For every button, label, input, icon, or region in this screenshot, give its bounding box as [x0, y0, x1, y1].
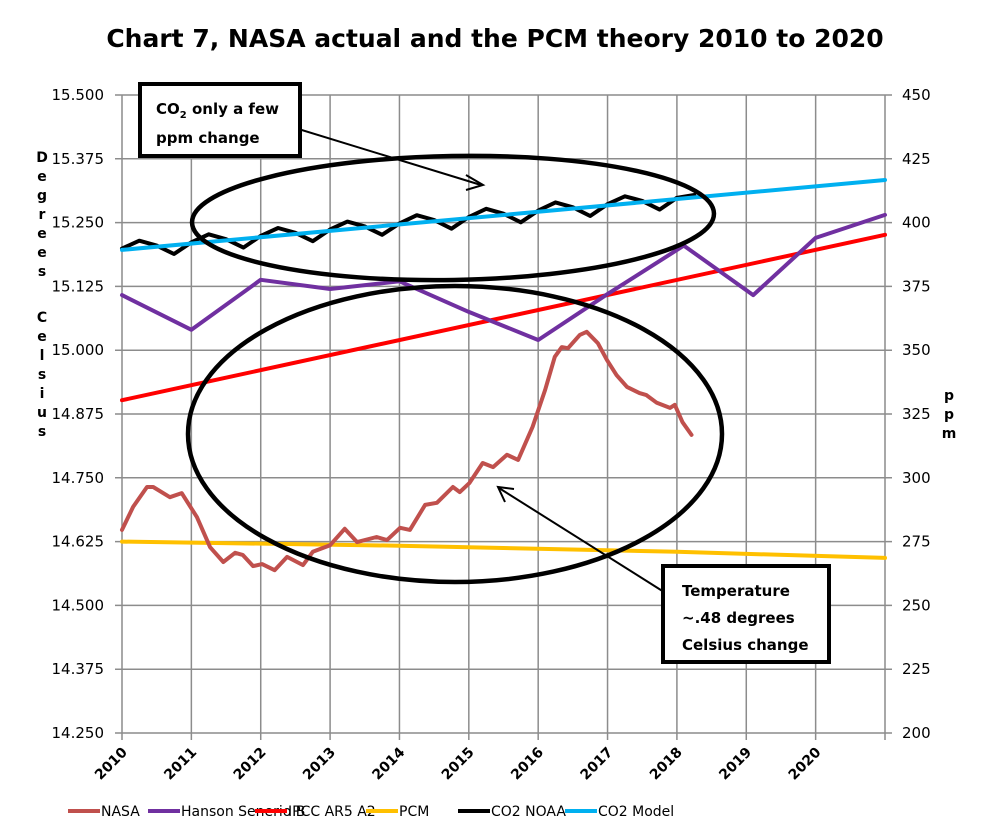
y-tick-label-right: 325 [902, 405, 931, 423]
y-axis-label-letter: e [37, 329, 47, 345]
co2-arrow [291, 126, 482, 186]
temperature-note-line3: Celsius change [682, 636, 809, 654]
y-axis-label-letter: g [37, 188, 47, 204]
legend-label: PCM [399, 804, 429, 820]
y-tick-label-right: 450 [902, 86, 931, 104]
legend-label: CO2 Model [598, 804, 674, 820]
x-tick-label: 2020 [786, 744, 825, 783]
x-tick-label: 2012 [231, 745, 270, 784]
x-tick-label: 2017 [578, 745, 617, 784]
co2-highlight-ellipse [189, 153, 717, 283]
temperature-highlight-ellipse [185, 283, 725, 585]
x-tick-label: 2014 [369, 744, 408, 783]
series-line-ipcc-ar5-a2 [120, 232, 887, 403]
series-line-hanson-senerio-b [120, 212, 887, 342]
x-tick-label: 2018 [647, 745, 686, 784]
y-tick-label-left: 14.875 [52, 405, 105, 423]
series-line-co2-noaa [120, 193, 697, 256]
co2-note-line1: CO2 only a few [156, 100, 279, 121]
y-axis-label-letter: u [37, 405, 47, 421]
y-tick-label-right: 400 [902, 214, 931, 232]
y-axis-label-letter: s [38, 424, 46, 440]
x-tick-label: 2019 [716, 745, 755, 784]
y-tick-label-right: 225 [902, 660, 931, 678]
annotations: CO2 only a few ppm change Temperature ~.… [138, 82, 831, 664]
y-tick-label-left: 15.250 [52, 214, 105, 232]
y-axis-label-letter: e [37, 226, 47, 242]
y-axis-label-letter: C [37, 310, 47, 326]
y-tick-label-left: 14.750 [52, 469, 105, 487]
y-tick-label-left: 15.375 [52, 150, 105, 168]
series-line-co2-model [120, 178, 887, 252]
temperature-note-line1: Temperature [682, 582, 790, 600]
legend-label: Hanson Senerio B [181, 804, 305, 820]
y-tick-label-left: 15.125 [52, 277, 105, 295]
y-tick-label-left: 14.250 [52, 724, 105, 742]
legend-label: NASA [101, 804, 140, 820]
y-axis-label-letter: s [38, 367, 46, 383]
y-axis-label-letter: m [942, 426, 957, 442]
y-axis-label-letter: r [39, 207, 46, 223]
temperature-note-line2: ~.48 degrees [682, 609, 795, 627]
x-tick-label: 2010 [92, 744, 131, 783]
y-axis-label-letter: D [36, 150, 48, 166]
y-tick-label-left: 14.625 [52, 533, 105, 551]
legend-label: IPCC AR5 A2 [288, 804, 376, 820]
y-axis-label-right: ppm [942, 388, 957, 442]
co2-arrowhead-icon [465, 174, 486, 191]
temperature-arrowhead-icon [496, 485, 515, 503]
y-axis-label-letter: s [38, 264, 46, 280]
chart-title: Chart 7, NASA actual and the PCM theory … [106, 24, 883, 53]
y-tick-label-right: 350 [902, 341, 931, 359]
y-axis-label-letter: p [944, 407, 954, 423]
y-tick-label-right: 275 [902, 533, 931, 551]
y-tick-label-left: 15.000 [52, 341, 105, 359]
series-lines [120, 178, 887, 573]
y-tick-label-right: 250 [902, 596, 931, 614]
y-tick-label-right: 300 [902, 469, 931, 487]
y-axis-label-letter: e [37, 245, 47, 261]
co2-note-box [138, 82, 302, 158]
y-axis-label-letter: p [944, 388, 954, 404]
temperature-note-box [661, 564, 831, 664]
co2-note-line2: ppm change [156, 129, 260, 147]
axis-ticks: 14.250 200 14.375 225 14.500 250 14.625 275 14.7… [52, 86, 931, 783]
y-axis-label-letter: i [40, 386, 45, 402]
y-tick-label-left: 14.375 [52, 660, 105, 678]
y-tick-label-right: 425 [902, 150, 931, 168]
temperature-arrow [498, 487, 665, 593]
y-tick-label-left: 15.500 [52, 86, 105, 104]
x-tick-label: 2011 [161, 745, 200, 784]
series-line-pcm [120, 539, 887, 560]
legend-label: CO2 NOAA [491, 804, 566, 820]
x-tick-label: 2016 [508, 745, 547, 784]
y-axis-label-letter: e [37, 169, 47, 185]
y-axis-label-letter: l [40, 348, 45, 364]
y-tick-label-left: 14.500 [52, 596, 105, 614]
y-tick-label-right: 200 [902, 724, 931, 742]
x-tick-label: 2015 [439, 745, 478, 784]
series-line-nasa [120, 329, 694, 573]
x-tick-label: 2013 [300, 745, 339, 784]
y-tick-label-right: 375 [902, 277, 931, 295]
